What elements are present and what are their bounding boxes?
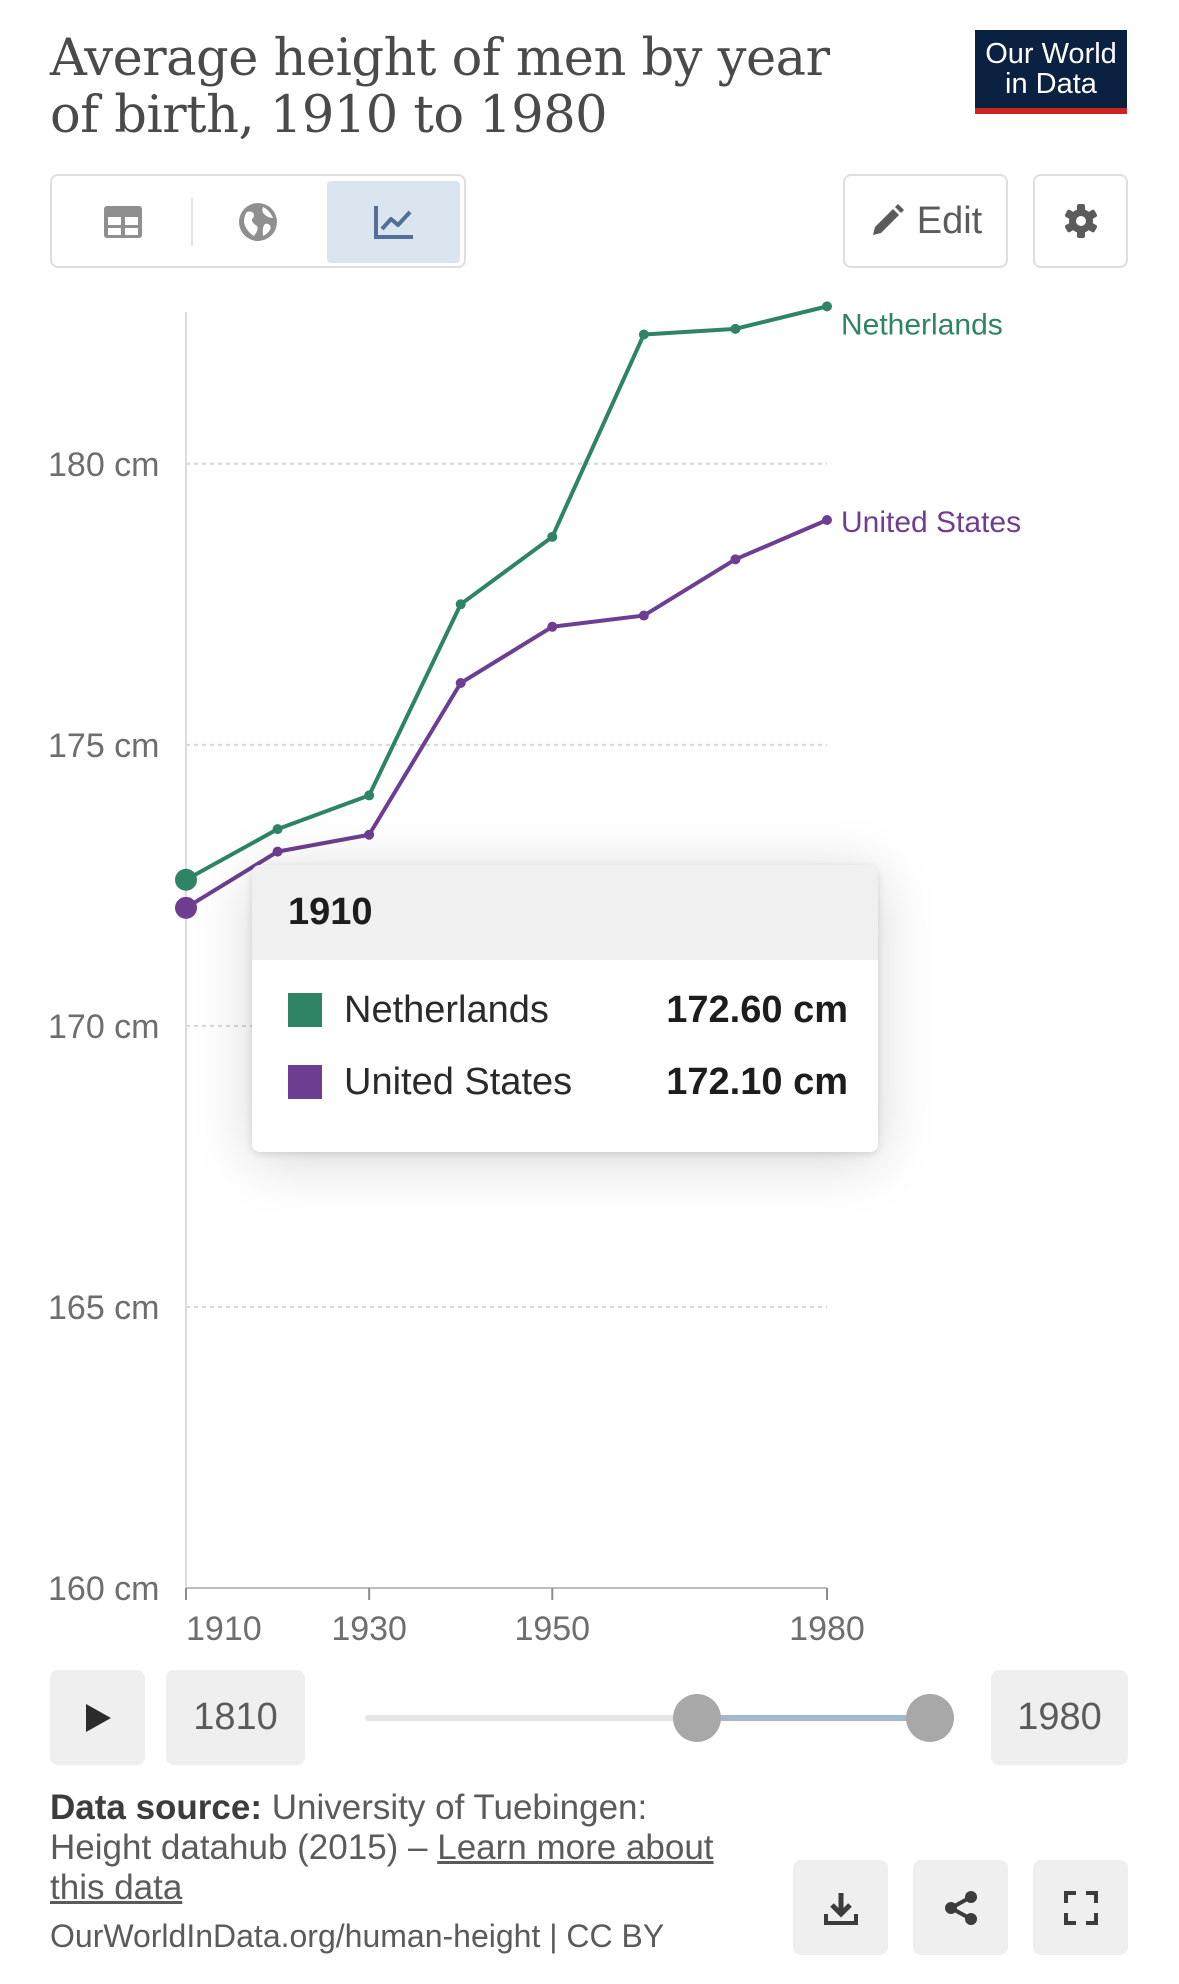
timeline-start-handle[interactable]: [673, 1694, 721, 1742]
settings-button[interactable]: [1033, 174, 1128, 268]
y-tick-labels: 160 cm 165 cm 170 cm 175 cm 180 cm: [48, 446, 160, 1608]
tab-divider: [191, 198, 193, 246]
tooltip-row-united-states: United States 172.10 cm: [288, 1057, 848, 1107]
tab-map[interactable]: [191, 181, 324, 263]
logo-line-2: in Data: [1005, 68, 1097, 100]
play-icon: [85, 1703, 111, 1732]
data-point[interactable]: [638, 610, 649, 621]
x-tick-label: 1910: [186, 1610, 262, 1648]
gear-icon: [1064, 204, 1097, 238]
data-point[interactable]: [455, 599, 466, 610]
fullscreen-button[interactable]: [1033, 1860, 1128, 1955]
learn-more-link[interactable]: Learn more about this data: [50, 1828, 714, 1907]
tooltip-swatch: [288, 993, 322, 1027]
y-tick-label: 170 cm: [48, 1008, 160, 1046]
edit-button[interactable]: Edit: [843, 174, 1008, 268]
tooltip-swatch: [288, 1065, 322, 1099]
data-point[interactable]: [822, 301, 832, 312]
line-chart-icon: [373, 206, 413, 239]
data-point[interactable]: [175, 868, 197, 891]
series-line-netherlands[interactable]: [185, 304, 828, 882]
data-point[interactable]: [455, 677, 466, 688]
data-point[interactable]: [364, 790, 375, 801]
table-icon: [103, 206, 142, 238]
data-point[interactable]: [822, 514, 832, 525]
download-icon: [823, 1892, 858, 1925]
fullscreen-icon: [1063, 1890, 1098, 1925]
data-point[interactable]: [364, 829, 375, 840]
data-point[interactable]: [547, 531, 558, 542]
timeline-selected-range: [697, 1715, 930, 1721]
pencil-icon: [872, 204, 904, 235]
series-lines: Netherlands United States: [175, 301, 1021, 919]
x-tick-label: 1980: [789, 1610, 865, 1648]
data-point[interactable]: [638, 329, 649, 340]
download-button[interactable]: [793, 1860, 888, 1955]
y-tick-label: 160 cm: [48, 1570, 160, 1608]
tooltip-series-name: United States: [344, 1060, 573, 1103]
series-line-united-states[interactable]: [184, 518, 828, 910]
x-tick-label: 1930: [331, 1610, 407, 1648]
share-button[interactable]: [913, 1860, 1008, 1955]
tooltip-year: 1910: [252, 865, 878, 960]
tooltip-series-name: Netherlands: [344, 988, 549, 1031]
data-point[interactable]: [175, 896, 197, 919]
data-point[interactable]: [730, 323, 741, 334]
y-tick-label: 175 cm: [48, 727, 160, 765]
data-point[interactable]: [272, 824, 283, 835]
tab-chart[interactable]: [327, 181, 460, 263]
timeline-end-handle[interactable]: [906, 1694, 954, 1742]
end-year-label[interactable]: 1980: [991, 1670, 1128, 1765]
tooltip-row-netherlands: Netherlands 172.60 cm: [288, 985, 848, 1035]
x-tick-labels: 1910 1930 1950 1980: [185, 1588, 865, 1648]
edit-label: Edit: [916, 199, 983, 242]
source-label: Data source:: [50, 1788, 263, 1827]
series-label: Netherlands: [841, 308, 1003, 341]
tooltip-series-value: 172.10 cm: [666, 1060, 848, 1103]
data-point[interactable]: [547, 621, 558, 632]
y-tick-label: 165 cm: [48, 1289, 160, 1327]
logo-line-1: Our World: [985, 38, 1117, 70]
view-tabs: [50, 174, 466, 268]
series-label: United States: [841, 506, 1021, 539]
data-source: Data source: University of Tuebingen: He…: [50, 1788, 750, 1908]
data-point[interactable]: [730, 554, 741, 565]
start-year-label[interactable]: 1810: [166, 1670, 305, 1765]
play-button[interactable]: [50, 1670, 145, 1765]
tooltip-series-value: 172.60 cm: [666, 988, 848, 1031]
owid-logo[interactable]: Our World in Data: [975, 30, 1127, 114]
tab-table[interactable]: [56, 181, 189, 263]
share-icon: [944, 1890, 977, 1925]
timeline-track[interactable]: [365, 1715, 930, 1721]
chart-title: Average height of men by year of birth, …: [50, 29, 830, 145]
x-tick-label: 1950: [514, 1610, 590, 1648]
y-tick-label: 180 cm: [48, 446, 160, 484]
source-text: University of Tuebingen: Height datahub …: [50, 1788, 648, 1867]
tooltip: 1910 Netherlands 172.60 cm United States…: [252, 865, 878, 1152]
globe-icon: [238, 203, 277, 241]
data-point[interactable]: [272, 846, 283, 857]
chart-url[interactable]: OurWorldInData.org/human-height | CC BY: [50, 1918, 665, 1954]
